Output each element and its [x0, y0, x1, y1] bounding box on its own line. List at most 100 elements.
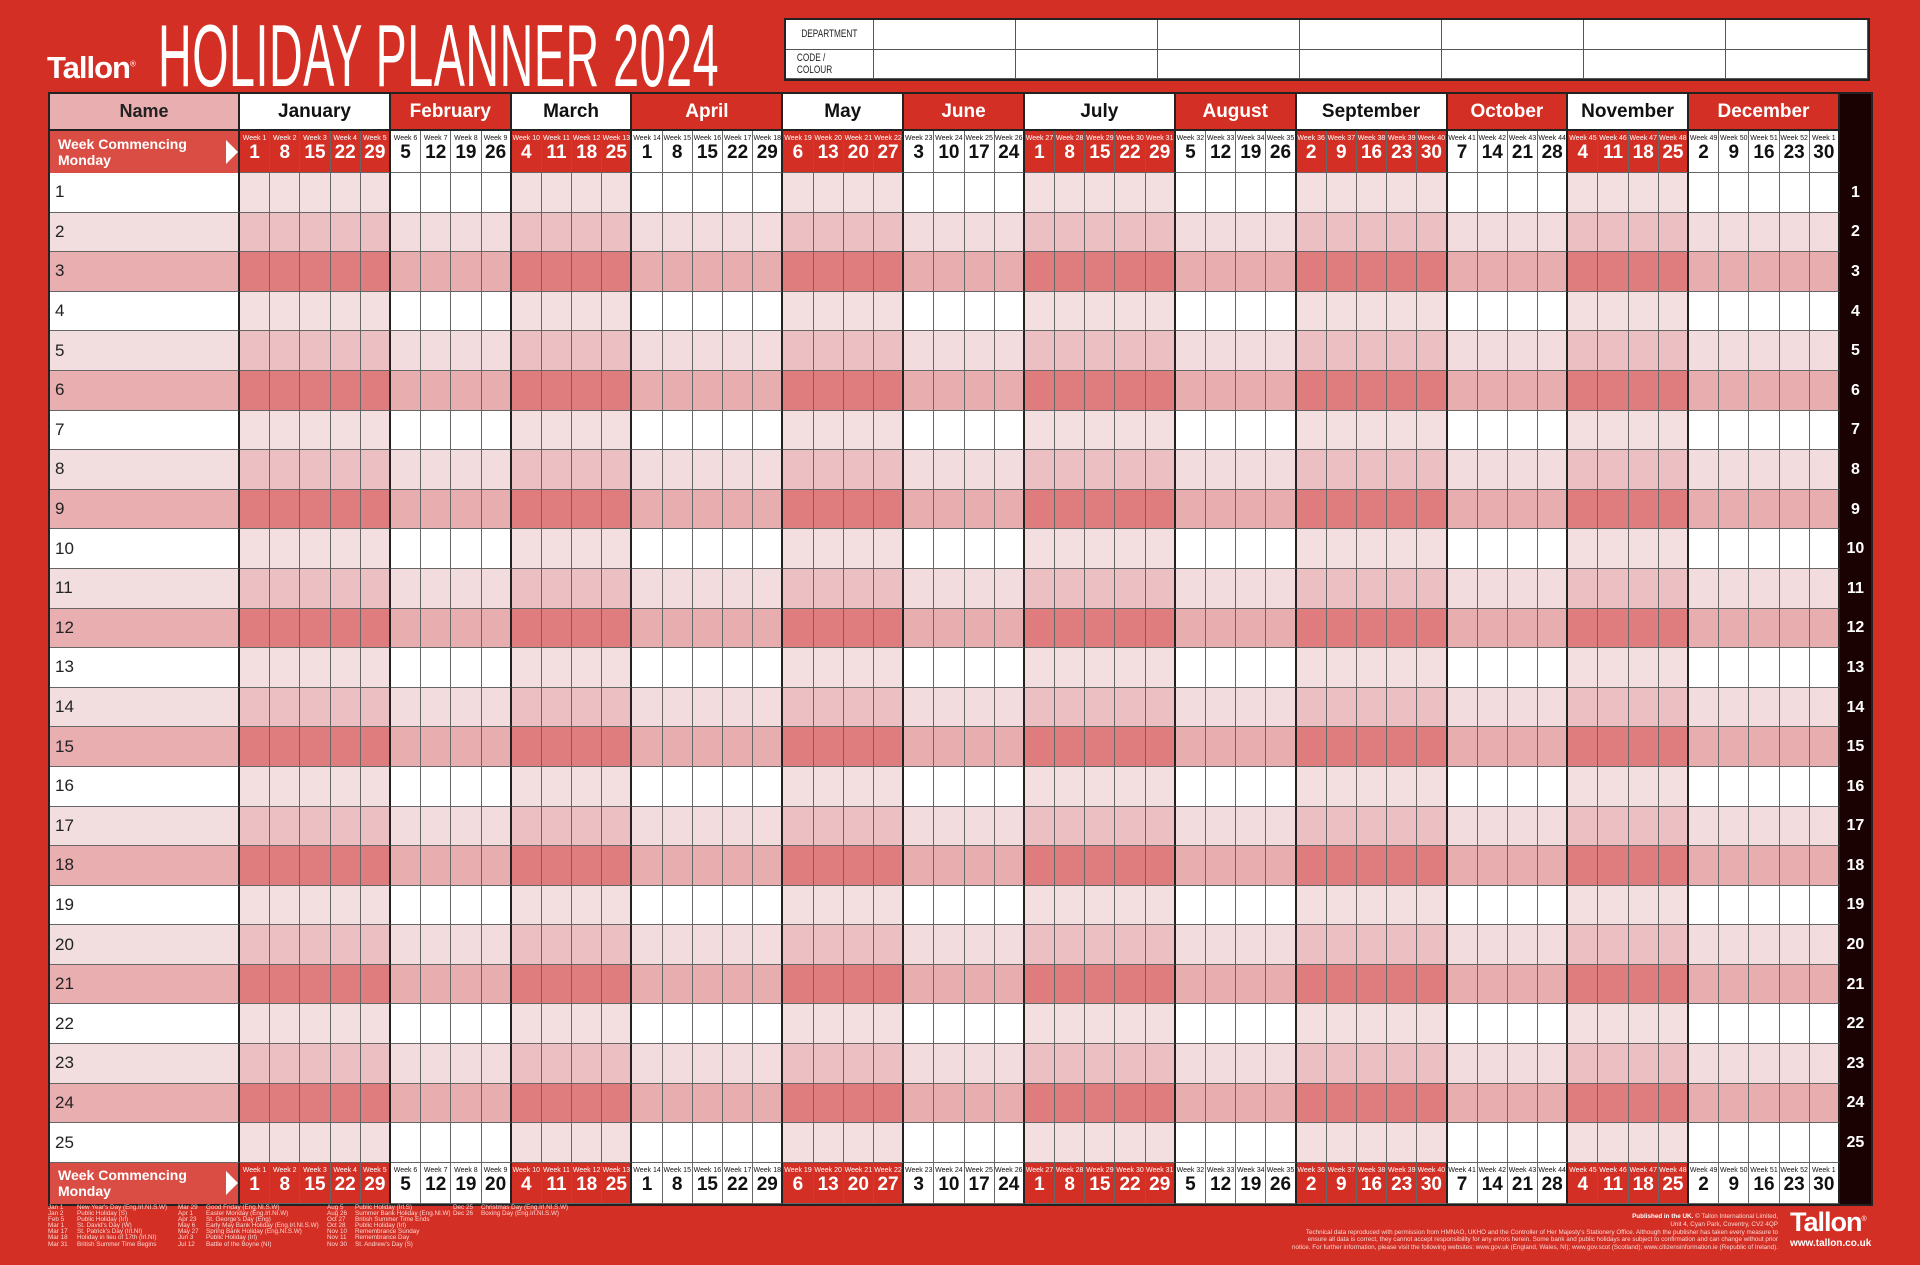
planner-cell[interactable]: [1024, 925, 1056, 965]
planner-cell[interactable]: [1055, 252, 1086, 292]
planner-cell[interactable]: [904, 212, 935, 253]
planner-cell[interactable]: [1206, 370, 1237, 411]
planner-cell[interactable]: [451, 252, 482, 292]
planner-cell[interactable]: [390, 212, 422, 253]
planner-cell[interactable]: [723, 925, 754, 965]
planner-cell[interactable]: [1326, 608, 1357, 649]
planner-cell[interactable]: [1598, 885, 1629, 926]
planner-cell[interactable]: [1326, 529, 1357, 569]
planner-cell[interactable]: [1326, 173, 1357, 213]
planner-cell[interactable]: [330, 252, 361, 292]
planner-cell[interactable]: [1266, 410, 1297, 451]
planner-cell[interactable]: [934, 806, 965, 847]
planner-cell[interactable]: [330, 608, 361, 649]
planner-cell[interactable]: [1719, 806, 1750, 847]
planner-cell[interactable]: [662, 885, 693, 926]
planner-cell[interactable]: [904, 252, 935, 292]
planner-cell[interactable]: [1749, 1044, 1780, 1084]
planner-cell[interactable]: [1507, 212, 1539, 253]
planner-cell[interactable]: [1598, 450, 1629, 490]
planner-cell[interactable]: [1719, 727, 1750, 767]
planner-cell[interactable]: [1024, 331, 1056, 371]
planner-cell[interactable]: [1507, 687, 1539, 728]
planner-cell[interactable]: [1447, 885, 1478, 926]
planner-cell[interactable]: [753, 806, 784, 847]
planner-cell[interactable]: [813, 410, 844, 451]
planner-cell[interactable]: [632, 450, 663, 490]
planner-cell[interactable]: [1296, 846, 1327, 886]
planner-cell[interactable]: [390, 846, 422, 886]
planner-cell[interactable]: [1175, 212, 1206, 253]
planner-cell[interactable]: [300, 766, 331, 807]
planner-cell[interactable]: [904, 173, 935, 213]
planner-cell[interactable]: [1055, 529, 1086, 569]
planner-cell[interactable]: [1477, 687, 1508, 728]
planner-cell[interactable]: [602, 648, 633, 688]
planner-cell[interactable]: [964, 885, 995, 926]
planner-cell[interactable]: [1266, 568, 1297, 609]
planner-cell[interactable]: [541, 212, 573, 253]
planner-cell[interactable]: [240, 687, 271, 728]
planner-cell[interactable]: [1115, 964, 1146, 1005]
planner-cell[interactable]: [1719, 1044, 1750, 1084]
planner-cell[interactable]: [1236, 727, 1267, 767]
planner-cell[interactable]: [662, 568, 693, 609]
planner-cell[interactable]: [1447, 252, 1478, 292]
code-colour-field[interactable]: [1584, 49, 1726, 79]
planner-cell[interactable]: [1809, 608, 1840, 649]
planner-cell[interactable]: [1326, 1083, 1357, 1124]
planner-cell[interactable]: [1055, 173, 1086, 213]
planner-cell[interactable]: [1296, 925, 1327, 965]
planner-cell[interactable]: [723, 489, 754, 530]
planner-cell[interactable]: [723, 608, 754, 649]
planner-cell[interactable]: [994, 885, 1025, 926]
planner-cell[interactable]: [1719, 608, 1750, 649]
planner-cell[interactable]: [783, 687, 814, 728]
planner-cell[interactable]: [1719, 964, 1750, 1005]
planner-cell[interactable]: [843, 1083, 874, 1124]
planner-cell[interactable]: [1024, 846, 1056, 886]
planner-cell[interactable]: [873, 291, 905, 332]
planner-cell[interactable]: [1206, 568, 1237, 609]
planner-cell[interactable]: [1024, 766, 1056, 807]
planner-cell[interactable]: [1779, 252, 1810, 292]
planner-cell[interactable]: [994, 964, 1025, 1005]
planner-cell[interactable]: [843, 331, 874, 371]
planner-cell[interactable]: [1749, 1083, 1780, 1124]
planner-cell[interactable]: [330, 291, 361, 332]
planner-cell[interactable]: [541, 885, 573, 926]
planner-cell[interactable]: [421, 1123, 452, 1163]
planner-cell[interactable]: [934, 529, 965, 569]
planner-cell[interactable]: [421, 291, 452, 332]
planner-cell[interactable]: [1024, 212, 1056, 253]
planner-cell[interactable]: [1417, 806, 1448, 847]
planner-cell[interactable]: [1507, 925, 1539, 965]
planner-cell[interactable]: [1115, 173, 1146, 213]
planner-cell[interactable]: [270, 252, 301, 292]
planner-cell[interactable]: [1779, 173, 1810, 213]
planner-cell[interactable]: [753, 1123, 784, 1163]
planner-cell[interactable]: [1658, 212, 1689, 253]
planner-cell[interactable]: [1538, 964, 1569, 1005]
planner-cell[interactable]: [1266, 608, 1297, 649]
planner-cell[interactable]: [1085, 806, 1116, 847]
planner-cell[interactable]: [1477, 568, 1508, 609]
planner-cell[interactable]: [1085, 925, 1116, 965]
planner-cell[interactable]: [813, 687, 844, 728]
planner-cell[interactable]: [692, 1004, 723, 1045]
planner-cell[interactable]: [1145, 370, 1176, 411]
planner-cell[interactable]: [1175, 806, 1206, 847]
planner-cell[interactable]: [1387, 925, 1418, 965]
planner-cell[interactable]: [753, 925, 784, 965]
planner-cell[interactable]: [240, 331, 271, 371]
planner-cell[interactable]: [1206, 252, 1237, 292]
planner-cell[interactable]: [1206, 964, 1237, 1005]
planner-cell[interactable]: [1175, 410, 1206, 451]
planner-cell[interactable]: [723, 212, 754, 253]
planner-cell[interactable]: [1326, 846, 1357, 886]
planner-cell[interactable]: [1507, 806, 1539, 847]
planner-cell[interactable]: [390, 568, 422, 609]
planner-cell[interactable]: [240, 608, 271, 649]
planner-cell[interactable]: [1115, 1004, 1146, 1045]
planner-cell[interactable]: [421, 173, 452, 213]
